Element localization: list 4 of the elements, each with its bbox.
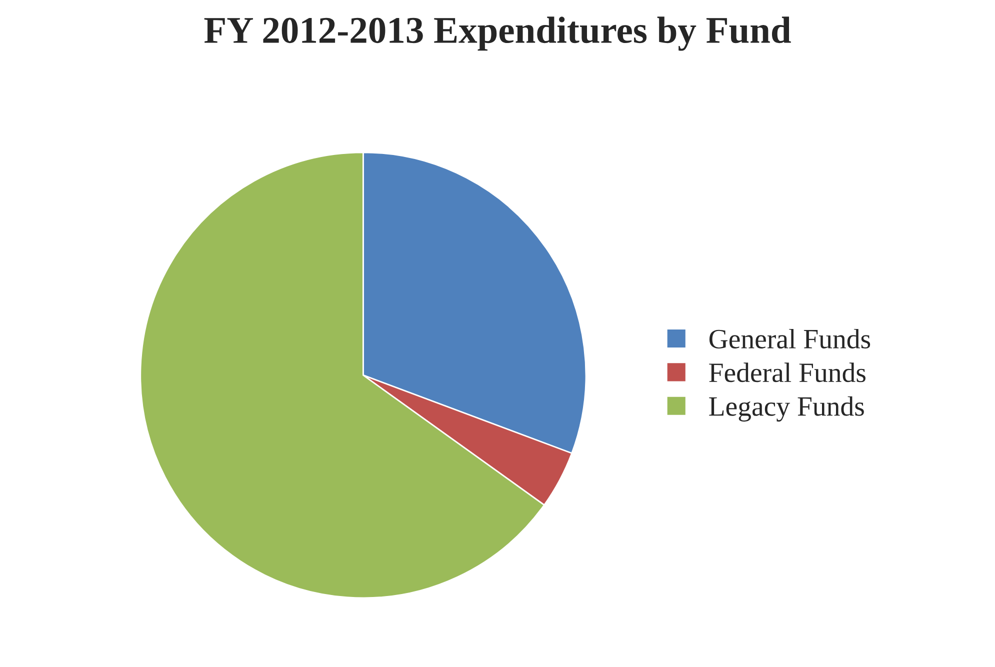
chart-title: FY 2012-2013 Expenditures by Fund (204, 16, 791, 51)
legend-label: Legacy Funds (709, 396, 864, 422)
legend-label: General Funds (709, 328, 870, 348)
legend-label: Federal Funds (709, 362, 866, 382)
